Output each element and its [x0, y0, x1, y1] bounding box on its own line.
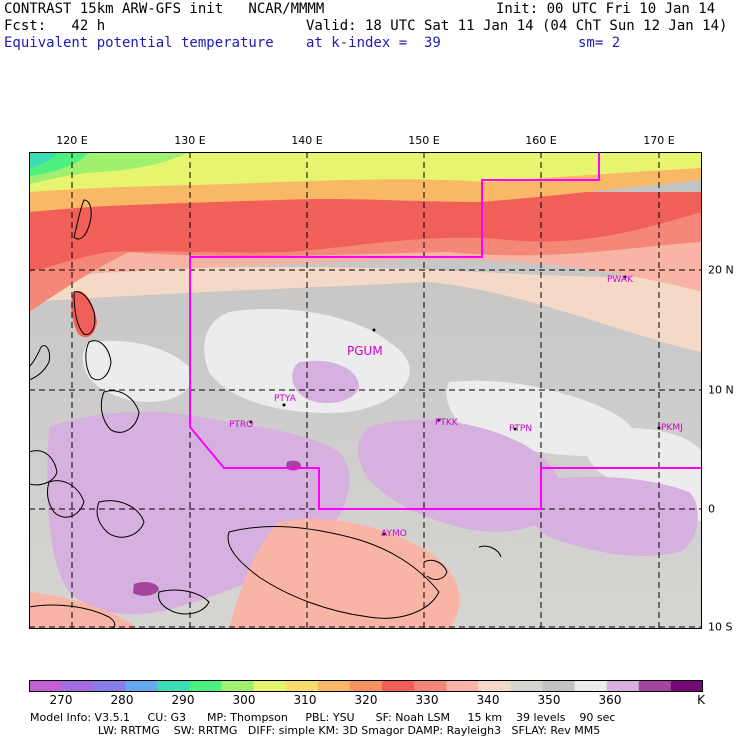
band-350: [29, 267, 702, 352]
model-info-line2: LW: RRTMG SW: RRTMG DIFF: simple KM: 3D …: [98, 724, 601, 737]
smoothing: sm= 2: [578, 35, 621, 51]
warm-land-australia: [29, 592, 139, 629]
colorbar-swatch: [670, 680, 703, 692]
patch-dark-purple: [133, 581, 159, 596]
cbar-label-290: 290: [171, 693, 195, 707]
colorbar-swatch: [446, 680, 479, 692]
colorbar-swatch: [157, 680, 190, 692]
lat-label-20n: 20 N: [708, 263, 734, 277]
coastlines: [29, 199, 502, 629]
colorbar-swatch: [221, 680, 255, 692]
equivalent-potential-temperature-map: PGUM PTYA PTRO PTKK PTPN PKMJ PWAK AYMO: [29, 152, 702, 629]
forecast-hour: Fcst: 42 h: [4, 18, 106, 34]
band-325: [29, 192, 702, 272]
cbar-label-310: 310: [293, 693, 317, 707]
lon-label-150: 150 E: [408, 134, 440, 147]
graticule: [29, 152, 702, 629]
model-title: CONTRAST 15km ARW-GFS init NCAR/MMMM: [4, 1, 325, 17]
cbar-label-350: 350: [537, 693, 561, 707]
cbar-label-330: 330: [415, 693, 439, 707]
lon-label-160: 160 E: [525, 134, 557, 147]
station-pwak: PWAK: [607, 275, 634, 285]
lon-label-130: 130 E: [174, 134, 206, 147]
patch-purple-2: [357, 419, 562, 532]
colorbar-swatch: [382, 680, 415, 692]
colorbar-swatch: [253, 680, 287, 692]
lon-label-120: 120 E: [56, 134, 88, 147]
station-pgum: PGUM: [347, 344, 383, 358]
station-ptkk: PTKK: [435, 418, 459, 428]
colorbar-swatch: [285, 680, 319, 692]
cbar-label-300: 300: [232, 693, 256, 707]
field-name: Equivalent potential temperature: [4, 35, 274, 51]
model-info-line1: Model Info: V3.5.1 CU: G3 MP: Thompson P…: [30, 711, 616, 724]
colorbar-swatch: [349, 680, 383, 692]
cbar-label-unit: K: [697, 693, 705, 707]
colorbar-frame: [29, 680, 703, 692]
init-time: Init: 00 UTC Fri 10 Jan 14: [496, 1, 716, 17]
lon-label-140: 140 E: [291, 134, 323, 147]
cbar-label-280: 280: [110, 693, 134, 707]
colorbar-swatch: [61, 680, 94, 692]
valid-time: Valid: 18 UTC Sat 11 Jan 14 (04 ChT Sun …: [306, 18, 728, 34]
lat-label-10n: 10 N: [708, 383, 734, 397]
colorbar-swatch: [29, 680, 62, 692]
station-markers: [249, 275, 661, 536]
colorbar-swatch: [317, 680, 351, 692]
cbar-label-360: 360: [598, 693, 622, 707]
colorbar-swatch: [125, 680, 158, 692]
domain-boundary: [189, 152, 600, 427]
colorbar-swatch: [189, 680, 223, 692]
station-pkmj: PKMJ: [661, 423, 683, 433]
cbar-label-320: 320: [354, 693, 378, 707]
cbar-label-270: 270: [49, 693, 73, 707]
patch-purple-3: [524, 476, 698, 557]
colorbar-swatch: [414, 680, 447, 692]
warm-land-newguinea: [229, 518, 460, 629]
band-290: [29, 152, 59, 168]
cbar-label-340: 340: [476, 693, 500, 707]
map-frame: [29, 152, 702, 629]
station-ptpn: PTPN: [509, 424, 532, 434]
colorbar-swatch: [510, 680, 544, 692]
patch-purple-4: [292, 360, 359, 404]
domain-boundary-south: [189, 426, 702, 510]
station-ptya: PTYA: [274, 394, 297, 404]
k-index: at k-index = 39: [306, 35, 441, 51]
lat-label-10s: 10 S: [708, 620, 733, 634]
colorbar-swatch: [638, 680, 672, 692]
station-ptro: PTRO: [229, 420, 253, 430]
warm-land-philippines: [71, 291, 97, 338]
colorbar-swatch: [93, 680, 126, 692]
colorbar-swatch: [542, 680, 576, 692]
colorbar-swatch: [574, 680, 608, 692]
station-aymo: AYMO: [381, 529, 407, 539]
lat-label-0: 0: [708, 502, 715, 516]
band-310: [29, 152, 702, 192]
lon-label-170: 170 E: [643, 134, 675, 147]
colorbar-swatch: [478, 680, 511, 692]
colorbar-swatch: [606, 680, 640, 692]
colorbar: [29, 680, 703, 692]
